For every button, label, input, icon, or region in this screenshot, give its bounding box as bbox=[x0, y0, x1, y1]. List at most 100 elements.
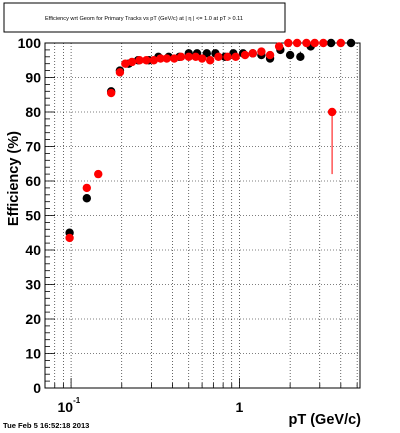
data-marker bbox=[65, 233, 74, 243]
y-tick-label: 30 bbox=[25, 277, 41, 293]
data-marker bbox=[302, 38, 311, 48]
y-tick-label: 60 bbox=[25, 173, 41, 189]
chart-title-box: Efficiency wrt Geom for Primary Tracks v… bbox=[3, 2, 286, 33]
data-marker bbox=[170, 54, 179, 63]
y-tick-label: 40 bbox=[25, 242, 41, 258]
axis-labels: pT (GeV/c) Efficiency (%) Tue Feb 5 16:5… bbox=[3, 131, 361, 430]
data-point bbox=[284, 38, 293, 48]
data-point bbox=[191, 52, 200, 61]
data-marker bbox=[336, 38, 346, 48]
data-point bbox=[135, 56, 144, 65]
data-marker bbox=[197, 54, 207, 63]
data-marker bbox=[319, 38, 328, 48]
data-point bbox=[162, 54, 171, 63]
data-marker bbox=[274, 42, 284, 51]
x-tick-exponent: -1 bbox=[73, 396, 81, 405]
series-1 bbox=[65, 38, 346, 243]
y-tick-label: 80 bbox=[25, 104, 41, 120]
data-point bbox=[231, 52, 240, 61]
x-axis-title: pT (GeV/c) bbox=[288, 412, 361, 428]
data-point bbox=[310, 38, 319, 48]
grid bbox=[44, 43, 360, 388]
data-marker bbox=[265, 50, 275, 60]
data-marker bbox=[284, 38, 293, 48]
data-point bbox=[94, 169, 103, 179]
data-point bbox=[327, 107, 337, 175]
data-point bbox=[184, 52, 193, 61]
data-point bbox=[82, 194, 92, 203]
data-point bbox=[106, 88, 116, 98]
chart-title: Efficiency wrt Geom for Primary Tracks v… bbox=[45, 16, 243, 22]
data-marker bbox=[214, 52, 223, 61]
data-marker bbox=[162, 54, 171, 63]
data-marker bbox=[121, 59, 130, 68]
data-marker bbox=[248, 49, 257, 58]
data-point bbox=[240, 50, 250, 60]
data-point bbox=[336, 38, 346, 48]
data-point bbox=[257, 47, 266, 56]
data-point bbox=[296, 51, 305, 61]
y-tick-label: 90 bbox=[25, 70, 41, 86]
x-tick-label: 1 bbox=[236, 399, 244, 415]
data-marker bbox=[231, 52, 240, 61]
data-point bbox=[274, 42, 284, 51]
data-point bbox=[142, 56, 151, 65]
data-marker bbox=[127, 57, 137, 67]
data-marker bbox=[142, 56, 151, 65]
data-marker bbox=[149, 56, 159, 65]
data-marker bbox=[326, 38, 336, 48]
data-point bbox=[170, 54, 179, 63]
data-marker bbox=[184, 52, 193, 61]
data-point bbox=[214, 52, 223, 61]
data-marker bbox=[82, 183, 92, 193]
y-tick-label: 0 bbox=[33, 380, 41, 396]
data-point bbox=[65, 233, 74, 243]
data-point bbox=[156, 54, 165, 63]
data-series bbox=[65, 38, 356, 243]
data-point bbox=[223, 52, 232, 61]
y-tick-label: 50 bbox=[25, 208, 41, 224]
data-marker bbox=[292, 38, 302, 48]
data-marker bbox=[205, 56, 215, 65]
data-point bbox=[265, 50, 275, 60]
data-point bbox=[319, 38, 328, 48]
data-marker bbox=[346, 38, 356, 48]
data-point bbox=[149, 56, 159, 65]
data-marker bbox=[191, 52, 200, 61]
y-tick-label: 100 bbox=[18, 35, 42, 51]
data-marker bbox=[135, 56, 144, 65]
data-marker bbox=[285, 50, 295, 60]
plot-frame bbox=[44, 42, 361, 389]
data-marker bbox=[106, 88, 116, 98]
data-point bbox=[302, 38, 311, 48]
data-marker bbox=[257, 47, 266, 56]
data-point bbox=[82, 183, 92, 193]
data-marker bbox=[156, 54, 165, 63]
data-marker bbox=[176, 52, 186, 61]
data-point bbox=[346, 38, 356, 48]
data-point bbox=[205, 56, 215, 65]
data-point bbox=[326, 38, 336, 48]
data-marker bbox=[310, 38, 319, 48]
data-point bbox=[248, 49, 257, 58]
y-tick-label: 10 bbox=[25, 346, 41, 362]
data-marker bbox=[296, 52, 305, 61]
footer-timestamp: Tue Feb 5 16:52:18 2013 bbox=[3, 421, 89, 430]
data-point bbox=[176, 52, 186, 61]
data-point bbox=[285, 50, 295, 60]
data-marker bbox=[82, 194, 92, 203]
data-marker bbox=[223, 52, 232, 61]
data-marker bbox=[115, 68, 125, 77]
data-marker bbox=[240, 50, 250, 60]
data-marker bbox=[94, 169, 103, 179]
y-tick-label: 70 bbox=[25, 139, 41, 155]
data-point bbox=[292, 38, 302, 48]
data-point bbox=[115, 68, 125, 77]
y-axis-title: Efficiency (%) bbox=[6, 131, 22, 226]
data-point bbox=[121, 59, 130, 68]
y-tick-label: 20 bbox=[25, 311, 41, 327]
data-marker bbox=[327, 107, 337, 117]
data-point bbox=[197, 54, 207, 63]
